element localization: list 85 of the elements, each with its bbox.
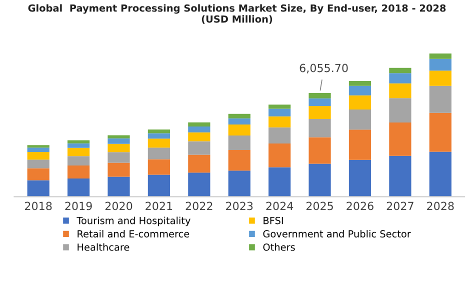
bar	[389, 156, 412, 197]
legend-label: Government and Public Sector	[263, 230, 411, 238]
bar	[389, 73, 412, 84]
bar	[228, 114, 250, 118]
legend-label: Tourism and Hospitality	[76, 216, 190, 226]
bar	[268, 127, 291, 144]
bar	[108, 152, 130, 163]
bar	[108, 162, 130, 177]
bar	[67, 143, 90, 148]
bar	[228, 150, 250, 171]
bar	[228, 118, 250, 124]
x-tick-label: 2026	[346, 202, 374, 210]
bar	[108, 138, 130, 144]
bar	[429, 70, 452, 86]
bar	[429, 58, 452, 71]
bar	[148, 148, 170, 160]
chart-title: Global Payment Processing Solutions Market Size, By End-user, 2018 - 2028 (USD Million)	[28, 4, 446, 24]
bar	[268, 116, 291, 128]
bar	[268, 144, 291, 168]
bar	[188, 132, 210, 142]
bar	[188, 122, 210, 127]
bar	[27, 160, 50, 168]
bar	[228, 136, 250, 150]
bar	[148, 159, 170, 175]
x-tick-label: 2022	[186, 202, 212, 210]
bar	[148, 130, 170, 134]
x-tick-label: 2024	[266, 202, 294, 210]
x-tick-label: 2018	[25, 202, 52, 210]
bar	[389, 68, 412, 74]
bar	[188, 154, 210, 173]
bar	[27, 168, 50, 180]
bar	[308, 137, 331, 164]
legend-label: BFSI	[264, 216, 283, 224]
x-tick-label: 2023	[226, 202, 253, 210]
x-tick-label: 2021	[146, 202, 172, 210]
legend-label: Others	[263, 243, 295, 251]
annotation: 6,055.70	[300, 64, 348, 74]
bar	[27, 145, 50, 148]
bar	[67, 140, 90, 144]
x-tick-label: 2019	[65, 202, 92, 210]
bar	[348, 109, 372, 130]
bar	[268, 108, 291, 116]
x-tick-label: 2028	[427, 202, 454, 210]
bar	[429, 86, 452, 113]
legend-label: Healthcare	[78, 243, 130, 251]
bar	[268, 167, 291, 197]
bar	[27, 180, 50, 197]
bar	[228, 170, 250, 197]
x-tick-label: 2025	[306, 202, 333, 210]
bar	[308, 119, 331, 138]
bar	[188, 126, 210, 132]
bar	[67, 165, 90, 179]
bar	[308, 98, 331, 106]
bar	[268, 104, 291, 109]
bar	[67, 178, 90, 197]
bar	[108, 135, 130, 138]
x-tick-label: 2020	[105, 202, 132, 210]
bar	[27, 152, 50, 160]
bar	[429, 112, 452, 152]
bar	[429, 53, 452, 59]
bar	[389, 83, 412, 98]
bar	[348, 160, 372, 197]
bar	[148, 138, 170, 148]
bar	[348, 80, 372, 86]
bar	[188, 172, 210, 197]
bar	[348, 95, 372, 110]
x-tick-label: 2027	[386, 202, 414, 210]
bar	[308, 106, 331, 120]
bar	[389, 122, 412, 156]
bar	[148, 174, 170, 197]
bar	[67, 148, 90, 156]
bar	[389, 98, 412, 122]
bar	[27, 148, 50, 152]
bar	[308, 92, 331, 98]
bar	[348, 130, 372, 160]
bar	[148, 133, 170, 139]
bar	[108, 144, 130, 152]
legend-label: Retail and E-commerce	[78, 230, 190, 238]
bar	[348, 86, 372, 96]
bar	[67, 156, 90, 166]
bar	[308, 164, 331, 197]
bar	[228, 124, 250, 136]
bar	[429, 152, 452, 197]
bar	[188, 141, 210, 155]
bar	[108, 176, 130, 197]
